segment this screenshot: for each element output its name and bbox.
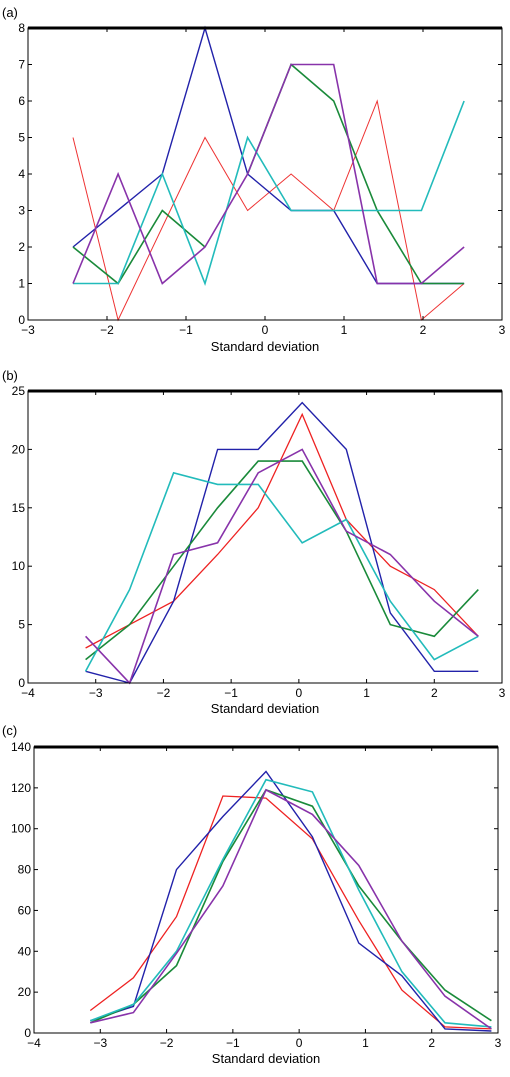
panel-c: (c) −4 −3 −2 −1 0 1 2 3 0 20 40 60 80 100 120 140 Standar… bbox=[2, 723, 502, 1066]
x-tick-label: −1 bbox=[179, 323, 193, 337]
y-tick-label: 15 bbox=[12, 501, 26, 515]
x-tick-label: 2 bbox=[420, 323, 427, 337]
series-line bbox=[72, 63, 465, 285]
panel-label: (a) bbox=[2, 5, 18, 20]
panel-a: (a) −3 −2 −1 0 1 2 3 0 1 2 3 4 5 6 7 8 Standard deviation bbox=[2, 5, 506, 354]
y-tick-label: 3 bbox=[18, 204, 25, 218]
y-tick-label: 80 bbox=[18, 863, 32, 877]
x-tick-label: 1 bbox=[363, 686, 370, 700]
series-line bbox=[85, 460, 479, 661]
y-tick-label: 0 bbox=[24, 1026, 31, 1040]
series-line bbox=[72, 209, 206, 285]
y-tick-label: 2 bbox=[18, 240, 25, 254]
y-tick-label: 4 bbox=[18, 167, 25, 181]
x-tick-label: −1 bbox=[226, 1036, 240, 1050]
series-line bbox=[90, 788, 492, 1030]
x-tick-label: 0 bbox=[296, 1036, 303, 1050]
x-tick-label: 2 bbox=[431, 686, 438, 700]
x-tick-label: 3 bbox=[499, 686, 506, 700]
panel-label: (b) bbox=[2, 368, 18, 383]
y-tick-label: 6 bbox=[18, 94, 25, 108]
series-line bbox=[85, 448, 479, 685]
panel-b: (b) −4 −3 −2 −1 0 1 2 3 0 5 10 15 20 25 Standard deviat… bbox=[2, 368, 506, 716]
x-tick-label: −3 bbox=[21, 323, 35, 337]
y-tick-label: 120 bbox=[11, 781, 31, 795]
x-tick-label: 0 bbox=[296, 686, 303, 700]
panel-label: (c) bbox=[2, 723, 17, 738]
series-line bbox=[89, 795, 492, 1030]
x-axis-label: Standard deviation bbox=[212, 1051, 320, 1066]
series-line bbox=[90, 770, 492, 1032]
x-tick-label: −1 bbox=[224, 686, 238, 700]
series-line bbox=[72, 25, 465, 285]
plot-frame bbox=[27, 390, 503, 684]
series-line bbox=[85, 412, 479, 649]
y-tick-label: 25 bbox=[12, 384, 26, 398]
x-tick-label: 3 bbox=[499, 323, 506, 337]
x-axis-label: Standard deviation bbox=[211, 701, 319, 716]
series-line bbox=[72, 99, 465, 322]
series-line bbox=[90, 778, 492, 1028]
x-tick-label: 0 bbox=[262, 323, 269, 337]
y-tick-label: 5 bbox=[18, 131, 25, 145]
x-tick-label: 2 bbox=[428, 1036, 435, 1050]
x-tick-label: −2 bbox=[157, 686, 171, 700]
y-tick-label: 20 bbox=[12, 442, 26, 456]
y-tick-label: 10 bbox=[12, 559, 26, 573]
x-tick-label: −4 bbox=[21, 686, 35, 700]
y-tick-label: 40 bbox=[18, 944, 32, 958]
series-line bbox=[85, 401, 479, 684]
y-tick-label: 5 bbox=[18, 618, 25, 632]
y-tick-label: 60 bbox=[18, 903, 32, 917]
y-tick-label: 0 bbox=[18, 676, 25, 690]
series-line bbox=[89, 788, 492, 1024]
y-tick-label: 0 bbox=[18, 313, 25, 327]
x-tick-label: 1 bbox=[362, 1036, 369, 1050]
x-tick-label: −3 bbox=[93, 1036, 107, 1050]
x-tick-label: −2 bbox=[100, 323, 114, 337]
x-tick-label: 3 bbox=[495, 1036, 502, 1050]
y-tick-label: 100 bbox=[11, 822, 31, 836]
y-tick-label: 1 bbox=[18, 277, 25, 291]
x-tick-label: 1 bbox=[341, 323, 348, 337]
y-tick-label: 20 bbox=[18, 985, 32, 999]
y-tick-label: 7 bbox=[18, 58, 25, 72]
x-tick-label: −2 bbox=[160, 1036, 174, 1050]
y-tick-label: 140 bbox=[11, 740, 31, 754]
x-tick-label: −3 bbox=[89, 686, 103, 700]
x-axis-label: Standard deviation bbox=[211, 339, 319, 354]
series-line bbox=[84, 471, 479, 672]
y-tick-label: 8 bbox=[18, 21, 25, 35]
x-tick-label: −4 bbox=[27, 1036, 41, 1050]
